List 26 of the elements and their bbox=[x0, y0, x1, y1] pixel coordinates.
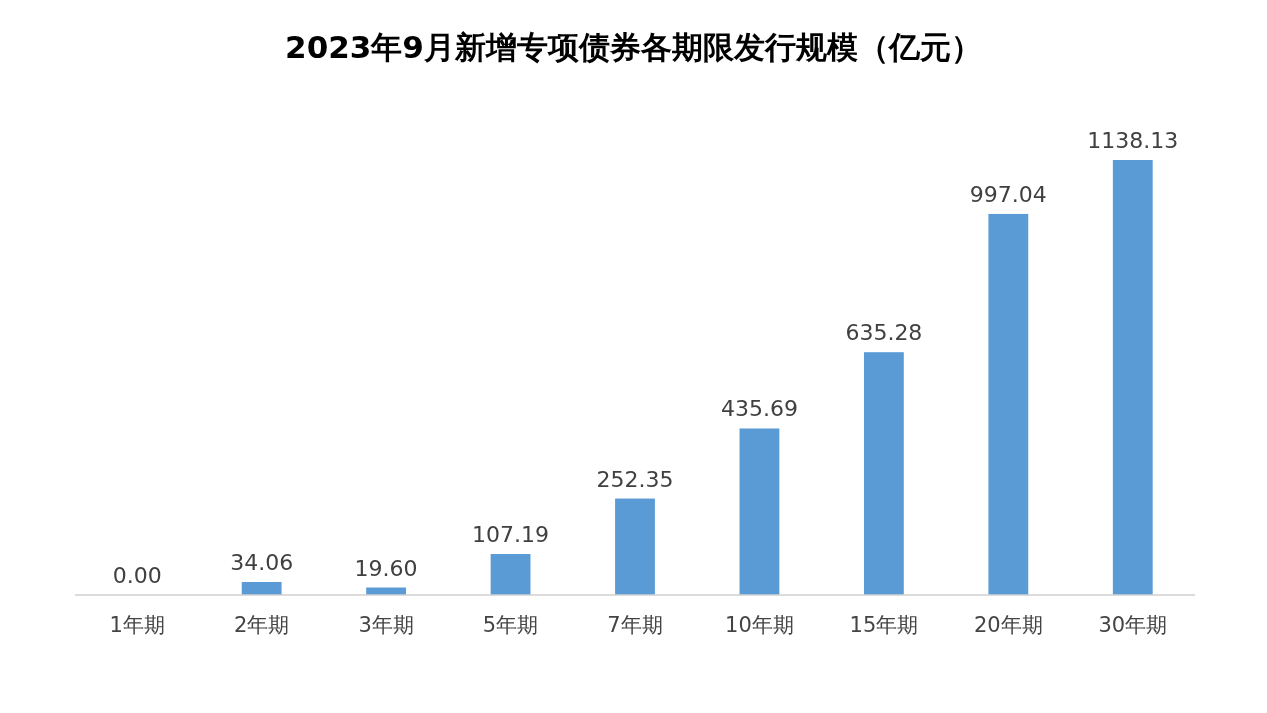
data-label: 635.28 bbox=[845, 320, 923, 346]
bar bbox=[490, 554, 531, 595]
bar bbox=[615, 498, 655, 595]
x-tick-label: 1年期 bbox=[109, 613, 165, 637]
data-label: 1138.13 bbox=[1087, 128, 1179, 153]
x-tick-label: 7年期 bbox=[607, 613, 663, 637]
data-label: 107.19 bbox=[472, 522, 550, 548]
bar bbox=[739, 428, 780, 595]
x-tick-label: 10年期 bbox=[725, 613, 794, 637]
x-tick-label: 3年期 bbox=[358, 613, 414, 637]
data-label: 435.69 bbox=[720, 396, 798, 422]
x-tick-label: 30年期 bbox=[1098, 613, 1168, 637]
data-label: 0.00 bbox=[112, 563, 162, 588]
chart-title: 2023年9月新增专项债券各期限发行规模（亿元） bbox=[285, 29, 982, 65]
data-label: 34.06 bbox=[230, 549, 294, 575]
data-label: 997.04 bbox=[969, 181, 1047, 207]
x-tick-label: 2年期 bbox=[233, 613, 290, 637]
bar bbox=[988, 213, 1029, 595]
x-tick-label: 20年期 bbox=[973, 613, 1043, 637]
data-label: 252.35 bbox=[596, 466, 674, 492]
bar bbox=[863, 352, 904, 595]
bar bbox=[241, 581, 282, 595]
bar bbox=[1112, 160, 1153, 595]
data-label: 19.60 bbox=[354, 555, 418, 581]
x-tick-label: 5年期 bbox=[482, 613, 539, 637]
x-tick-label: 15年期 bbox=[849, 613, 919, 637]
